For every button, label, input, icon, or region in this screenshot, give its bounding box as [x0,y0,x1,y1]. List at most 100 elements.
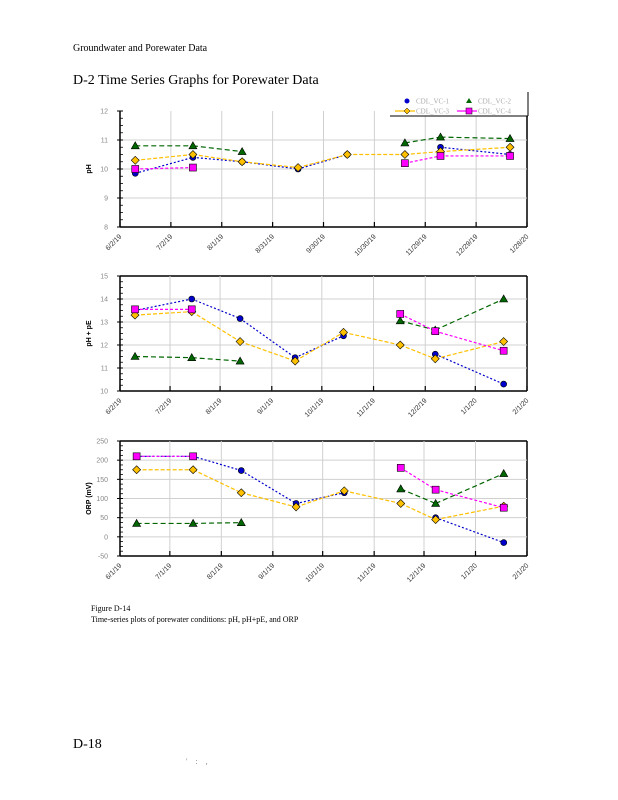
series-line-cdl_vc-3 [242,161,299,169]
data-point-cdl_vc-4 [131,165,140,173]
data-point-cdl_vc-2 [400,138,410,147]
data-point-cdl_vc-4 [396,464,405,472]
x-tick-label: 11/1/19 [356,562,377,583]
legend-label: CDL_VC-3 [416,108,450,116]
series-line-cdl_vc-2 [191,357,241,362]
figure-caption: Time-series plots of porewater condition… [91,615,299,624]
data-point-cdl_vc-3 [395,340,405,350]
x-tick-label: 8/1/19 [205,397,224,416]
series-line-cdl_vc-3 [239,340,296,362]
y-tick-label: 15 [100,274,108,281]
figure-charts: 6/2/19 7/2/19 8/1/19 8/31/19 9/30/19 10/30/19… [86,92,532,584]
series-line-cdl_vc-1 [240,470,297,504]
series-line-cdl_vc-1 [192,455,242,472]
data-point-cdl_vc-2 [130,141,140,150]
y-tick-label: 12 [100,109,108,116]
data-point-cdl_vc-4 [506,152,514,160]
x-tick-label: 2/1/20 [512,562,531,581]
series-line-cdl_vc-2 [404,136,441,144]
y-tick-label: 150 [96,477,108,484]
footer-marks: ' : , [186,757,211,766]
y-tick-label: 100 [96,496,108,503]
x-tick-label: 7/1/19 [155,562,174,581]
data-point-cdl_vc-2 [236,518,246,526]
legend-label: CDL_VC-4 [478,108,512,116]
series-line-cdl_vc-3 [343,331,401,346]
x-tick-label: 6/2/19 [105,397,124,416]
x-tick-label: 11/29/19 [405,233,429,257]
series-line-cdl_vc-3 [191,311,241,343]
legend-label: CDL_VC-1 [416,98,450,106]
series-line-cdl_vc-2 [192,145,243,153]
data-point-cdl_vc-4 [436,152,445,160]
data-point-cdl_vc-3 [342,150,352,159]
series-line-cdl_vc-3 [344,490,401,505]
y-tick-label: 10 [100,167,108,174]
data-point-cdl_vc-2 [505,133,515,142]
x-tick-label: 1/1/20 [460,397,479,416]
y-tick-label: 9 [104,196,108,203]
data-point-cdl_vc-3 [499,337,509,346]
data-point-cdl_vc-3 [130,155,140,165]
legend-box [390,92,532,116]
series-line-cdl_vc-2 [400,320,436,331]
y-tick-label: 11 [101,366,108,373]
series-line-cdl_vc-3 [294,331,344,362]
y-tick-label: 8 [104,225,108,232]
y-tick-label: 10 [100,389,108,396]
y-tick-label: 50 [100,515,108,522]
x-tick-label: 12/29/19 [455,233,479,257]
data-point-cdl_vc-2 [132,518,142,527]
series-line-cdl_vc-3 [400,344,436,360]
data-point-cdl_vc-4 [396,310,405,318]
x-tick-label: 7/2/19 [155,397,174,416]
series-line-cdl_vc-2 [400,488,436,505]
data-point-cdl_vc-3 [339,486,349,496]
running-header: Groundwater and Porewater Data [73,43,208,54]
x-tick-label: 1/28/20 [509,233,531,255]
data-point-cdl_vc-3 [396,499,406,508]
series-line-cdl_vc-1 [440,146,511,156]
data-point-cdl_vc-3 [235,337,245,346]
data-point-cdl_vc-2 [130,351,140,360]
data-point-cdl_vc-2 [499,294,509,303]
series-line-cdl_vc-3 [440,146,511,153]
data-point-cdl_vc-3 [290,356,300,366]
x-tick-label: 9/30/19 [305,233,327,255]
x-tick-label: 8/31/19 [255,233,277,255]
data-point-cdl_vc-3 [188,150,198,159]
x-tick-label: 6/1/19 [105,562,124,581]
data-point-cdl_vc-3 [293,163,303,172]
x-tick-label: 8/1/19 [206,233,225,252]
series-line-cdl_vc-1 [135,156,194,174]
data-point-cdl_vc-3 [430,354,440,364]
series-line-cdl_vc-2 [435,473,504,505]
series-line-cdl_vc-1 [435,517,504,544]
x-tick-label: 12/2/19 [407,397,429,419]
y-tick-label: 0 [104,534,108,541]
data-point-cdl_vc-2 [237,146,247,155]
series-line-cdl_vc-3 [241,492,297,508]
y-tick-label: 250 [96,439,108,446]
page-number: D-18 [73,737,102,752]
data-point-cdl_vc-1 [188,295,196,303]
series-line-cdl_vc-1 [297,153,348,170]
y-tick-label: 11 [101,138,108,145]
data-point-cdl_vc-3 [132,465,142,475]
y-axis-title: pH [86,164,93,173]
series-line-cdl_vc-1 [134,298,192,312]
y-axis-title: pH + pE [86,320,93,347]
data-point-cdl_vc-3 [431,515,441,525]
x-tick-label: 8/1/19 [206,562,225,581]
legend-marker-cdl_vc-3 [403,107,411,115]
series-line-cdl_vc-2 [435,298,504,331]
data-point-cdl_vc-4 [499,346,508,355]
data-point-cdl_vc-2 [431,498,441,507]
data-point-cdl_vc-3 [188,465,198,475]
data-point-cdl_vc-1 [237,467,245,474]
series-line-cdl_vc-3 [192,153,243,163]
x-tick-label: 2/1/20 [512,397,531,416]
series-line-cdl_vc-2 [440,136,511,140]
x-tick-label: 11/1/19 [356,397,377,418]
legend-marker-cdl_vc-1 [404,98,410,104]
